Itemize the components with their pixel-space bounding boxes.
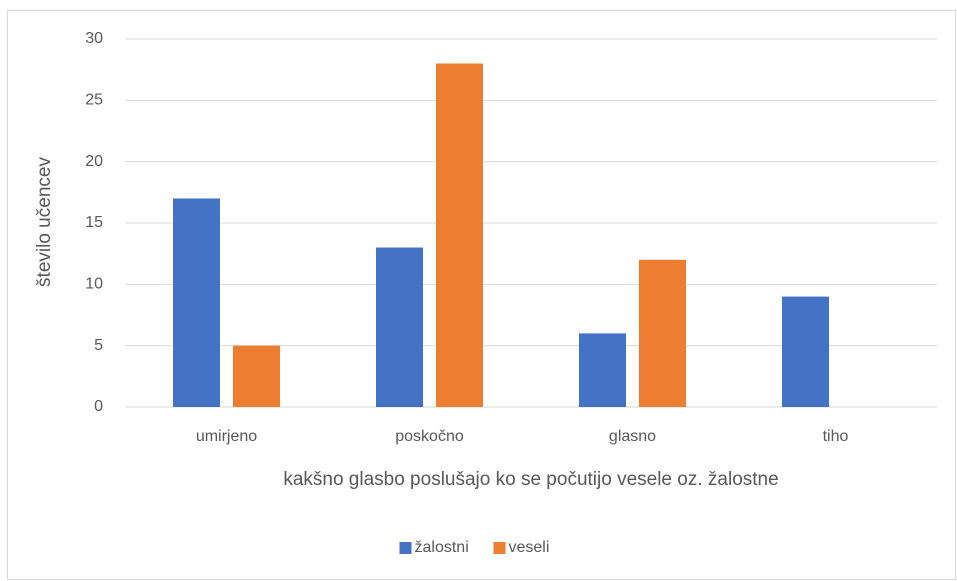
y-tick-label: 15 [85, 214, 103, 231]
x-tick-label: umirjeno [196, 428, 257, 445]
bar [173, 198, 220, 407]
bar [639, 259, 686, 407]
y-tick-label: 20 [85, 153, 103, 170]
legend-label: žalostni [415, 539, 469, 556]
bar [233, 345, 280, 407]
bar [376, 247, 423, 407]
y-tick-label: 30 [85, 30, 103, 47]
legend-swatch [493, 542, 506, 554]
y-tick-label: 25 [85, 92, 103, 109]
y-tick-label: 0 [94, 398, 103, 415]
legend-swatch [399, 542, 412, 554]
y-tick-label: 10 [85, 276, 103, 293]
bar [436, 63, 483, 408]
y-axis-title: število učencev [34, 157, 55, 287]
bar [782, 296, 829, 407]
legend-label: veseli [509, 539, 550, 556]
x-axis-title: kakšno glasbo poslušajo ko se počutijo v… [283, 469, 778, 490]
x-tick-label: poskočno [395, 428, 464, 445]
bar [579, 333, 626, 407]
x-tick-label: glasno [609, 428, 656, 445]
y-tick-label: 5 [94, 337, 103, 354]
x-tick-label: tiho [823, 428, 849, 445]
